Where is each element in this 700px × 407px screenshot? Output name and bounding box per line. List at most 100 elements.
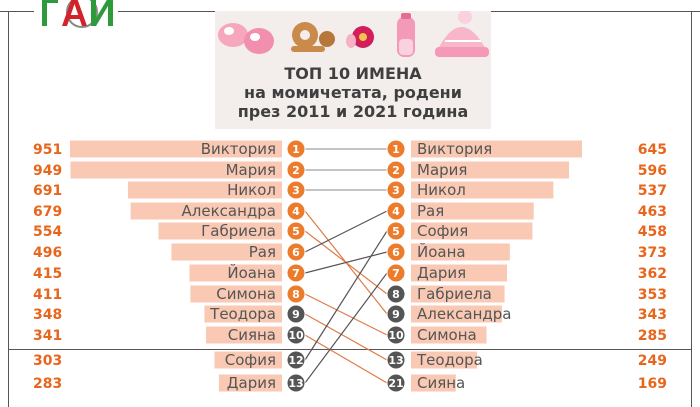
- name-label-2021: Габриела: [417, 285, 492, 303]
- rank-badge: [386, 180, 406, 200]
- bar-2011: [130, 202, 282, 220]
- bar-2021: [411, 285, 505, 303]
- bar-2021: [411, 326, 487, 344]
- name-label-2011: Виктория: [201, 140, 276, 158]
- bar-2021: [411, 374, 456, 392]
- name-label-2021: София: [417, 222, 468, 240]
- bar-2011: [189, 264, 282, 282]
- rank-badge: [286, 263, 306, 283]
- rank-badge: [286, 139, 306, 159]
- name-label-2021: Рая: [417, 202, 444, 220]
- name-label-2011: Сияна: [228, 326, 276, 344]
- value-label-2021: 343: [638, 307, 667, 323]
- value-label-2011: 951: [33, 142, 62, 158]
- name-label-2021: Симона: [417, 326, 477, 344]
- value-label-2021: 362: [638, 266, 667, 282]
- rank-label: 2: [292, 164, 300, 177]
- bar-2021: [411, 351, 478, 369]
- rank-label: 21: [388, 377, 403, 390]
- knit-hat-icon: [435, 11, 489, 57]
- name-label-2021: Сияна: [417, 374, 465, 392]
- value-label-2021: 353: [638, 287, 667, 303]
- name-label-2021: Теодора: [416, 351, 483, 369]
- baby-items-photo: [215, 11, 491, 129]
- rank-label: 3: [292, 184, 300, 197]
- baby-shoes-icon: [218, 23, 274, 54]
- rank-link: [304, 230, 388, 361]
- bar-2011: [204, 305, 282, 323]
- rank-label: 13: [388, 354, 403, 367]
- name-label-2011: Рая: [249, 243, 276, 261]
- rank-change-lines: [304, 148, 388, 384]
- rank-badge: [386, 263, 406, 283]
- bar-2011: [70, 140, 282, 158]
- name-label-2011: Йоана: [227, 263, 276, 282]
- value-label-2021: 169: [638, 376, 667, 392]
- value-label-2011: 341: [33, 328, 62, 344]
- name-label-2011: Симона: [216, 285, 276, 303]
- value-label-2011: 496: [33, 245, 62, 261]
- value-label-2021: 596: [638, 163, 667, 179]
- name-label-2021: Мария: [417, 161, 467, 179]
- rank-label: 12: [288, 354, 303, 367]
- logo-mark-icon: [42, 0, 113, 28]
- bar-2011: [127, 181, 282, 199]
- rank-badge: [286, 373, 306, 393]
- bar-2011: [218, 374, 282, 392]
- value-label-2021: 373: [638, 245, 667, 261]
- rank-badge: [386, 139, 406, 159]
- name-label-2011: Мария: [226, 161, 276, 179]
- rank-label: 13: [288, 377, 303, 390]
- rank-badge: [386, 221, 406, 241]
- value-label-2021: 458: [638, 224, 667, 240]
- rank-label: 9: [392, 308, 400, 321]
- name-label-2011: Габриела: [201, 222, 276, 240]
- name-label-2021: Йоана: [417, 242, 466, 261]
- rank-badge: [286, 350, 306, 370]
- rank-link: [304, 313, 388, 361]
- rank-badge: [386, 160, 406, 180]
- frame-line: [8, 11, 9, 407]
- rank-badge: [386, 325, 406, 345]
- bar-2011: [70, 161, 282, 179]
- bar-2021: [411, 161, 570, 179]
- rank-badge: [386, 350, 406, 370]
- rank-badge: [386, 284, 406, 304]
- bar-2021: [411, 202, 534, 220]
- name-label-2021: Никол: [417, 181, 466, 199]
- rank-link: [304, 293, 388, 336]
- rank-label: 5: [292, 225, 300, 238]
- logo: [36, 0, 116, 32]
- rank-link: [304, 334, 388, 384]
- rank-label: 6: [292, 246, 300, 259]
- bar-2011: [190, 285, 282, 303]
- rank-link: [304, 251, 388, 274]
- value-label-2011: 415: [33, 266, 62, 282]
- rank-label: 7: [392, 267, 400, 280]
- bar-2011: [158, 222, 282, 240]
- rank-badge: [286, 304, 306, 324]
- rank-label: 10: [288, 329, 304, 342]
- chart-title: ТОП 10 ИМЕНА на момичетата, родени през …: [215, 64, 491, 121]
- frame-line: [691, 11, 692, 407]
- bar-2021: [411, 222, 533, 240]
- rank-label: 8: [292, 288, 300, 301]
- title-line: през 2011 и 2021 година: [237, 102, 469, 121]
- value-label-2021: 537: [638, 183, 667, 199]
- frame-line: [0, 11, 34, 12]
- rank-badge: [286, 221, 306, 241]
- separator-line: [8, 349, 692, 350]
- rank-badge: [386, 201, 406, 221]
- rank-badge: [386, 373, 406, 393]
- bar-2011: [171, 243, 282, 261]
- rank-label: 4: [292, 205, 300, 218]
- value-label-2021: 249: [638, 353, 667, 369]
- rank-badge: [286, 180, 306, 200]
- value-label-2011: 283: [33, 376, 62, 392]
- rank-label: 7: [292, 267, 300, 280]
- bar-2021: [411, 243, 510, 261]
- bar-2011: [214, 351, 282, 369]
- rank-label: 10: [388, 329, 404, 342]
